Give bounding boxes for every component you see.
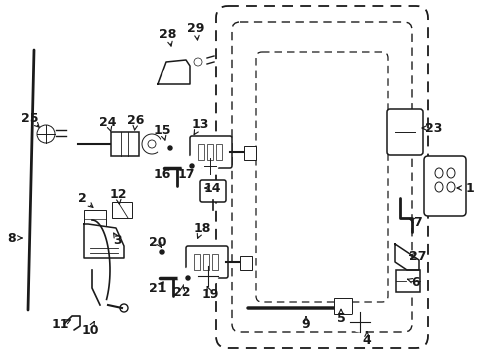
Text: 24: 24: [99, 116, 117, 129]
Text: 9: 9: [301, 319, 310, 332]
Circle shape: [189, 53, 206, 71]
Text: 3: 3: [113, 234, 122, 247]
Text: 16: 16: [153, 168, 170, 181]
Circle shape: [175, 69, 184, 79]
Circle shape: [190, 164, 194, 168]
Circle shape: [160, 250, 163, 254]
Text: 13: 13: [191, 118, 208, 131]
Bar: [203, 254, 208, 270]
Text: 8: 8: [8, 231, 16, 244]
Circle shape: [158, 136, 182, 160]
Ellipse shape: [434, 168, 442, 178]
Text: 28: 28: [159, 27, 176, 40]
Text: 18: 18: [193, 221, 210, 234]
FancyBboxPatch shape: [386, 109, 422, 155]
Bar: [240, 256, 251, 270]
Circle shape: [163, 142, 176, 154]
Text: 5: 5: [336, 311, 345, 324]
Circle shape: [349, 312, 369, 332]
Text: 26: 26: [127, 113, 144, 126]
Text: 10: 10: [81, 324, 99, 337]
Circle shape: [198, 266, 218, 286]
Ellipse shape: [446, 182, 454, 192]
Bar: [333, 298, 351, 314]
Text: 6: 6: [411, 275, 420, 288]
Text: 1: 1: [465, 181, 473, 194]
Text: 15: 15: [153, 123, 170, 136]
Polygon shape: [394, 244, 418, 270]
Circle shape: [168, 146, 172, 150]
Circle shape: [156, 246, 168, 258]
Text: 7: 7: [413, 216, 422, 229]
FancyBboxPatch shape: [185, 246, 227, 278]
Circle shape: [183, 273, 193, 283]
Bar: [194, 254, 200, 270]
Text: 2: 2: [78, 192, 86, 204]
Circle shape: [178, 268, 198, 288]
Circle shape: [202, 158, 218, 174]
Ellipse shape: [434, 182, 442, 192]
FancyBboxPatch shape: [190, 136, 231, 168]
Circle shape: [186, 161, 197, 171]
Bar: [216, 144, 222, 160]
Bar: [212, 254, 218, 270]
Polygon shape: [158, 60, 190, 84]
Bar: [244, 146, 256, 160]
Text: 14: 14: [203, 181, 220, 194]
Text: 25: 25: [21, 112, 39, 125]
Bar: [112, 202, 132, 218]
Text: 27: 27: [408, 249, 426, 262]
Text: 11: 11: [51, 319, 69, 332]
Circle shape: [185, 276, 190, 280]
Text: 22: 22: [173, 285, 190, 298]
Text: 29: 29: [187, 22, 204, 35]
Bar: [111, 132, 139, 156]
Text: 17: 17: [177, 168, 194, 181]
Text: 21: 21: [149, 282, 166, 294]
Text: 4: 4: [362, 333, 370, 346]
FancyBboxPatch shape: [423, 156, 465, 216]
Circle shape: [163, 69, 173, 79]
Bar: [198, 144, 203, 160]
FancyBboxPatch shape: [200, 180, 225, 202]
Circle shape: [182, 156, 202, 176]
Bar: [84, 210, 106, 228]
Bar: [206, 144, 213, 160]
Text: 20: 20: [149, 235, 166, 248]
Ellipse shape: [446, 168, 454, 178]
Text: 23: 23: [425, 122, 442, 135]
Circle shape: [150, 240, 174, 264]
Text: 12: 12: [109, 188, 126, 201]
Bar: [395, 270, 419, 292]
Text: 19: 19: [201, 288, 218, 302]
Polygon shape: [84, 224, 124, 258]
